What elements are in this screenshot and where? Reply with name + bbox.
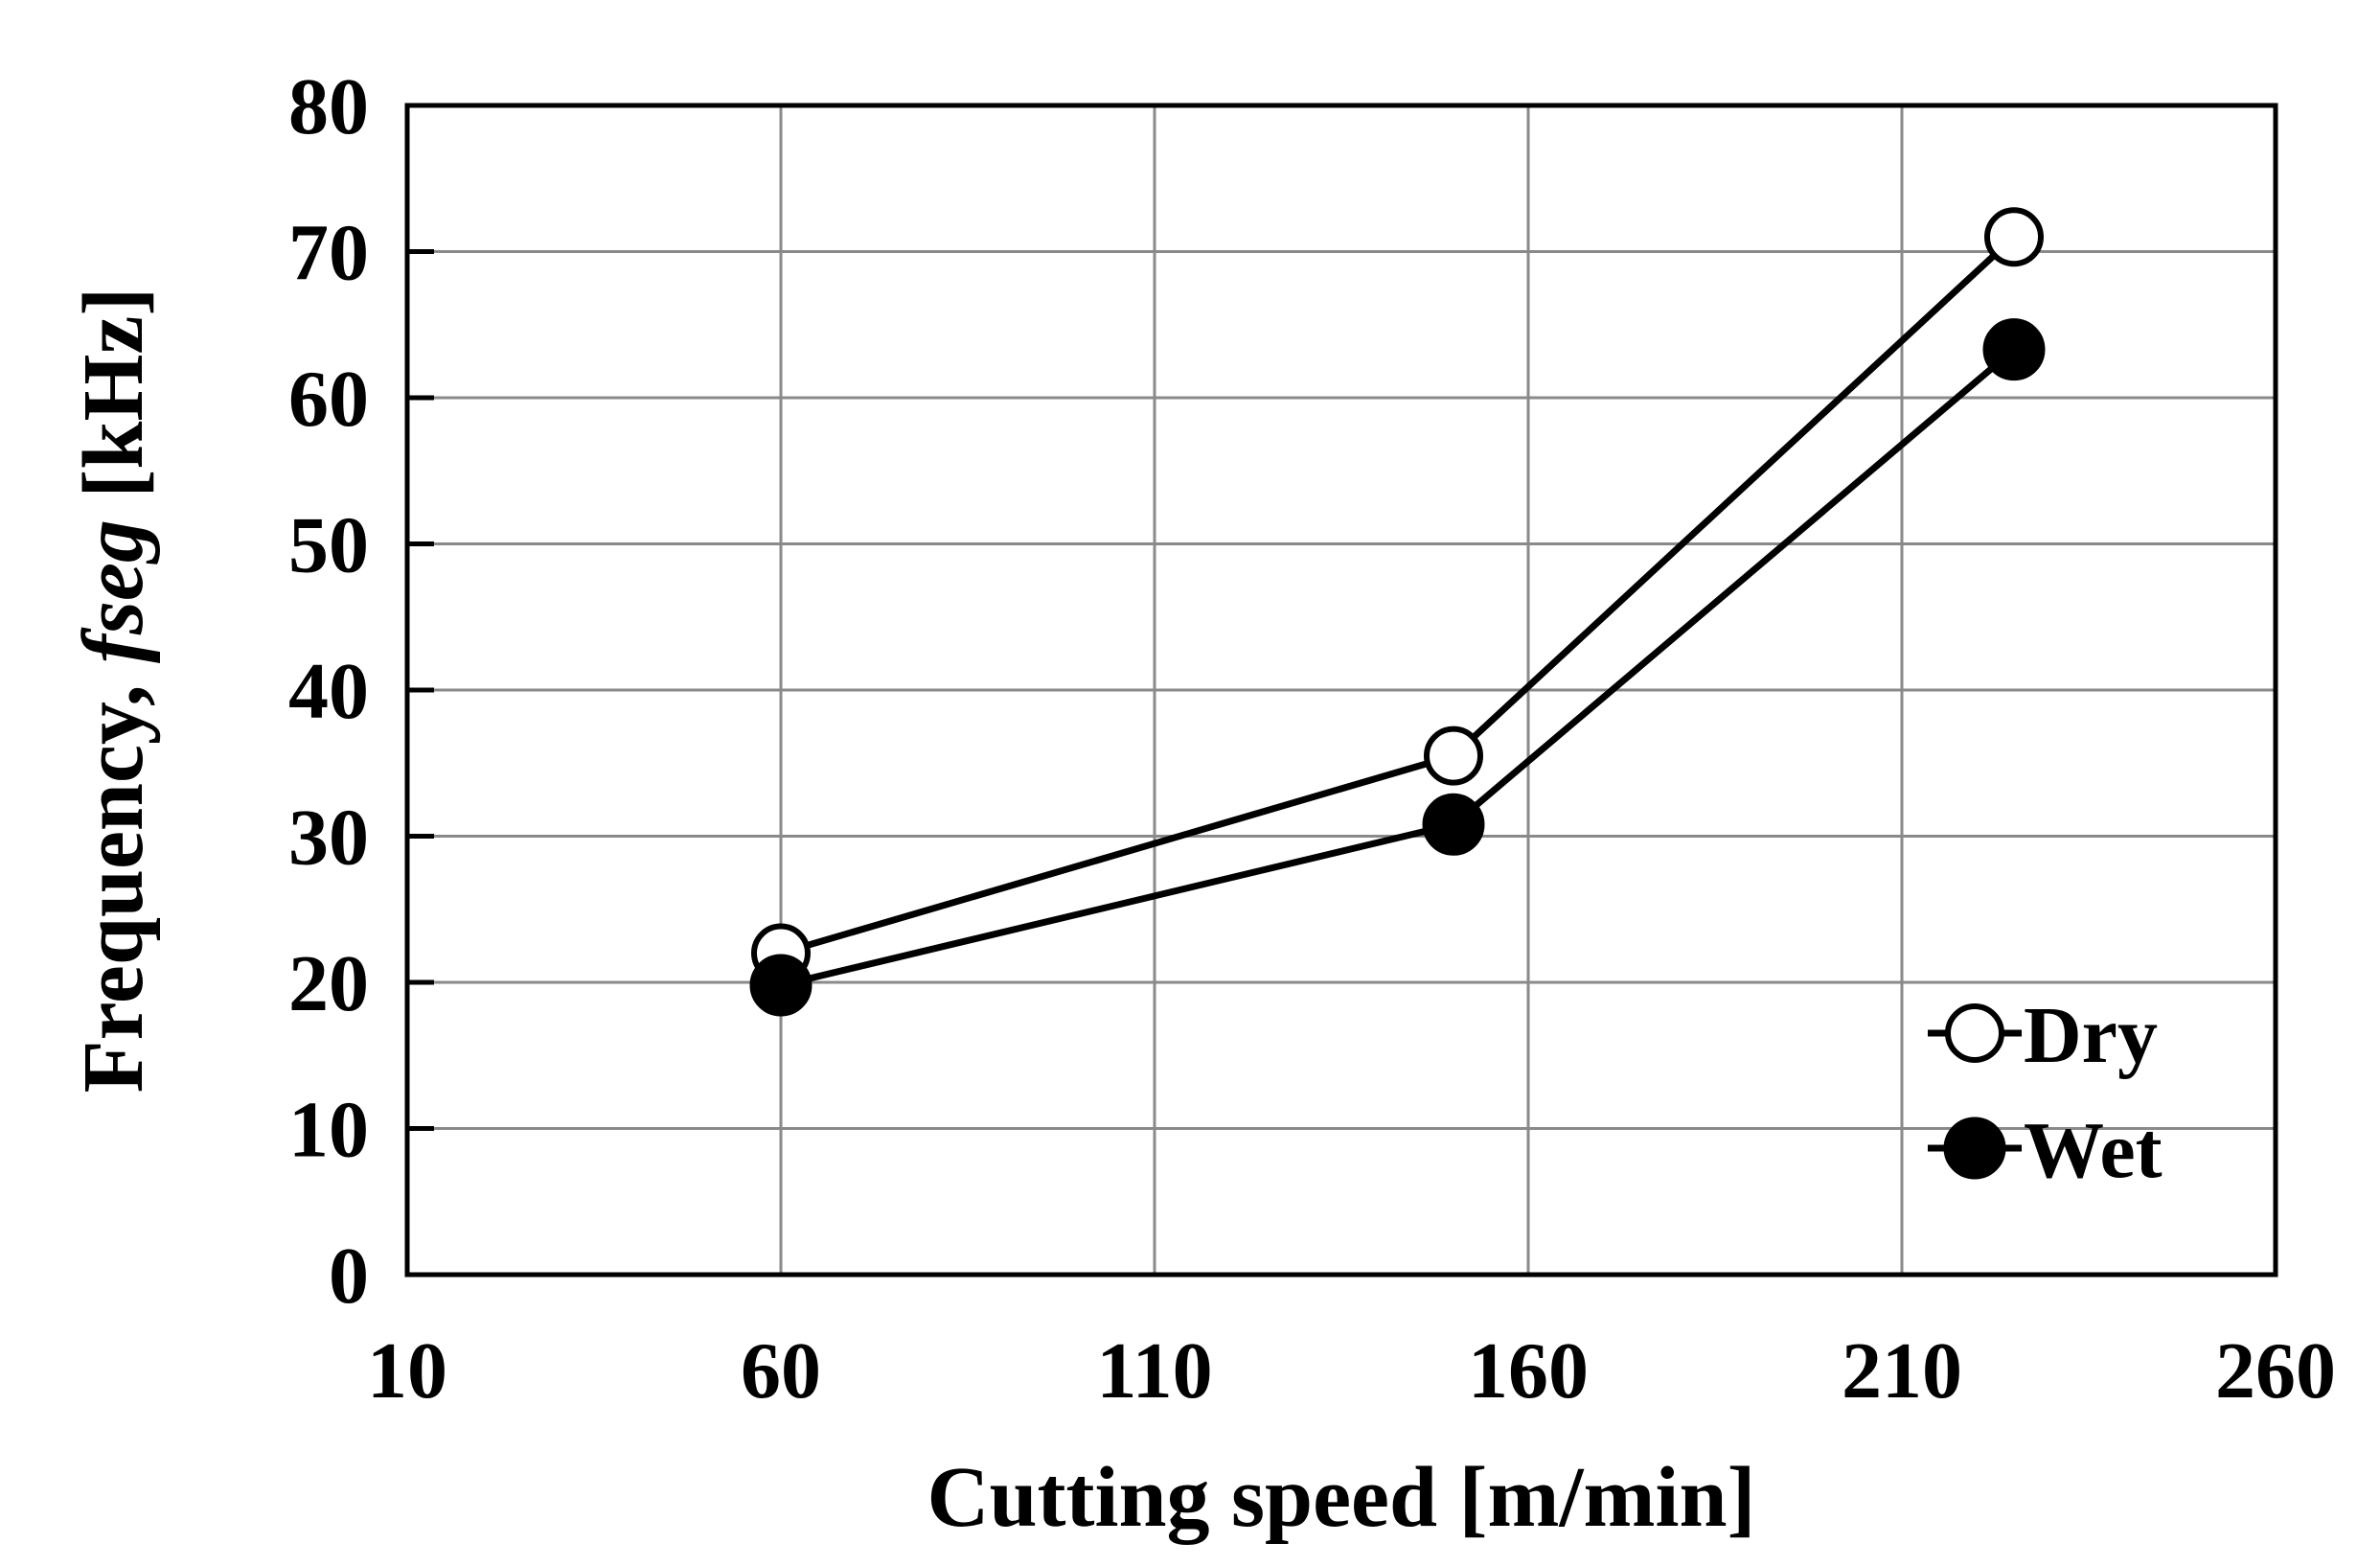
legend-label-dry: Dry: [2024, 991, 2158, 1080]
x-tick-label: 10: [367, 1326, 447, 1416]
data-point-wet: [1982, 318, 2046, 381]
y-tick-label: 10: [288, 1086, 369, 1175]
grid: [407, 105, 2276, 1275]
y-tick-label: 50: [288, 501, 369, 590]
y-tick-label: 0: [329, 1232, 369, 1321]
legend-marker-dry: [1945, 1003, 2004, 1063]
series: [749, 207, 2046, 1017]
data-point-wet: [1422, 793, 1485, 856]
y-tick-label: 30: [288, 794, 369, 883]
x-tick-label: 60: [741, 1326, 821, 1416]
legend-item-dry: Dry: [1928, 991, 2158, 1080]
data-point-wet: [749, 954, 812, 1017]
series-wet: [749, 318, 2046, 1017]
y-tick-label: 60: [288, 355, 369, 444]
legend-item-wet: Wet: [1928, 1106, 2163, 1195]
legend-marker-wet: [1943, 1117, 2006, 1180]
x-tick-label: 260: [2215, 1326, 2336, 1416]
y-axis-title-italic: fseg: [66, 519, 161, 663]
x-axis-title: Cutting speed [m/min]: [927, 1450, 1755, 1545]
legend: Dry Wet: [1928, 991, 2163, 1195]
y-tick-label: 70: [288, 209, 369, 298]
legend-label-wet: Wet: [2024, 1106, 2163, 1195]
series-dry: [751, 207, 2044, 983]
x-tick-label: 210: [1842, 1326, 1962, 1416]
series-line-dry: [780, 234, 2017, 956]
y-tick-label: 80: [288, 62, 369, 151]
y-axis-title-suffix: [kHz]: [66, 288, 161, 519]
y-axis-title: Frequency, fseg [kHz]: [66, 288, 161, 1094]
y-tick-label: 40: [288, 647, 369, 736]
y-axis-title-prefix: Frequency,: [66, 663, 161, 1093]
x-tick-label: 110: [1096, 1326, 1212, 1416]
data-point-dry: [1984, 207, 2044, 267]
series-line-wet: [780, 347, 2017, 989]
data-point-dry: [1424, 725, 1483, 786]
y-tick-label: 20: [288, 939, 369, 1028]
x-tick-label: 160: [1468, 1326, 1589, 1416]
